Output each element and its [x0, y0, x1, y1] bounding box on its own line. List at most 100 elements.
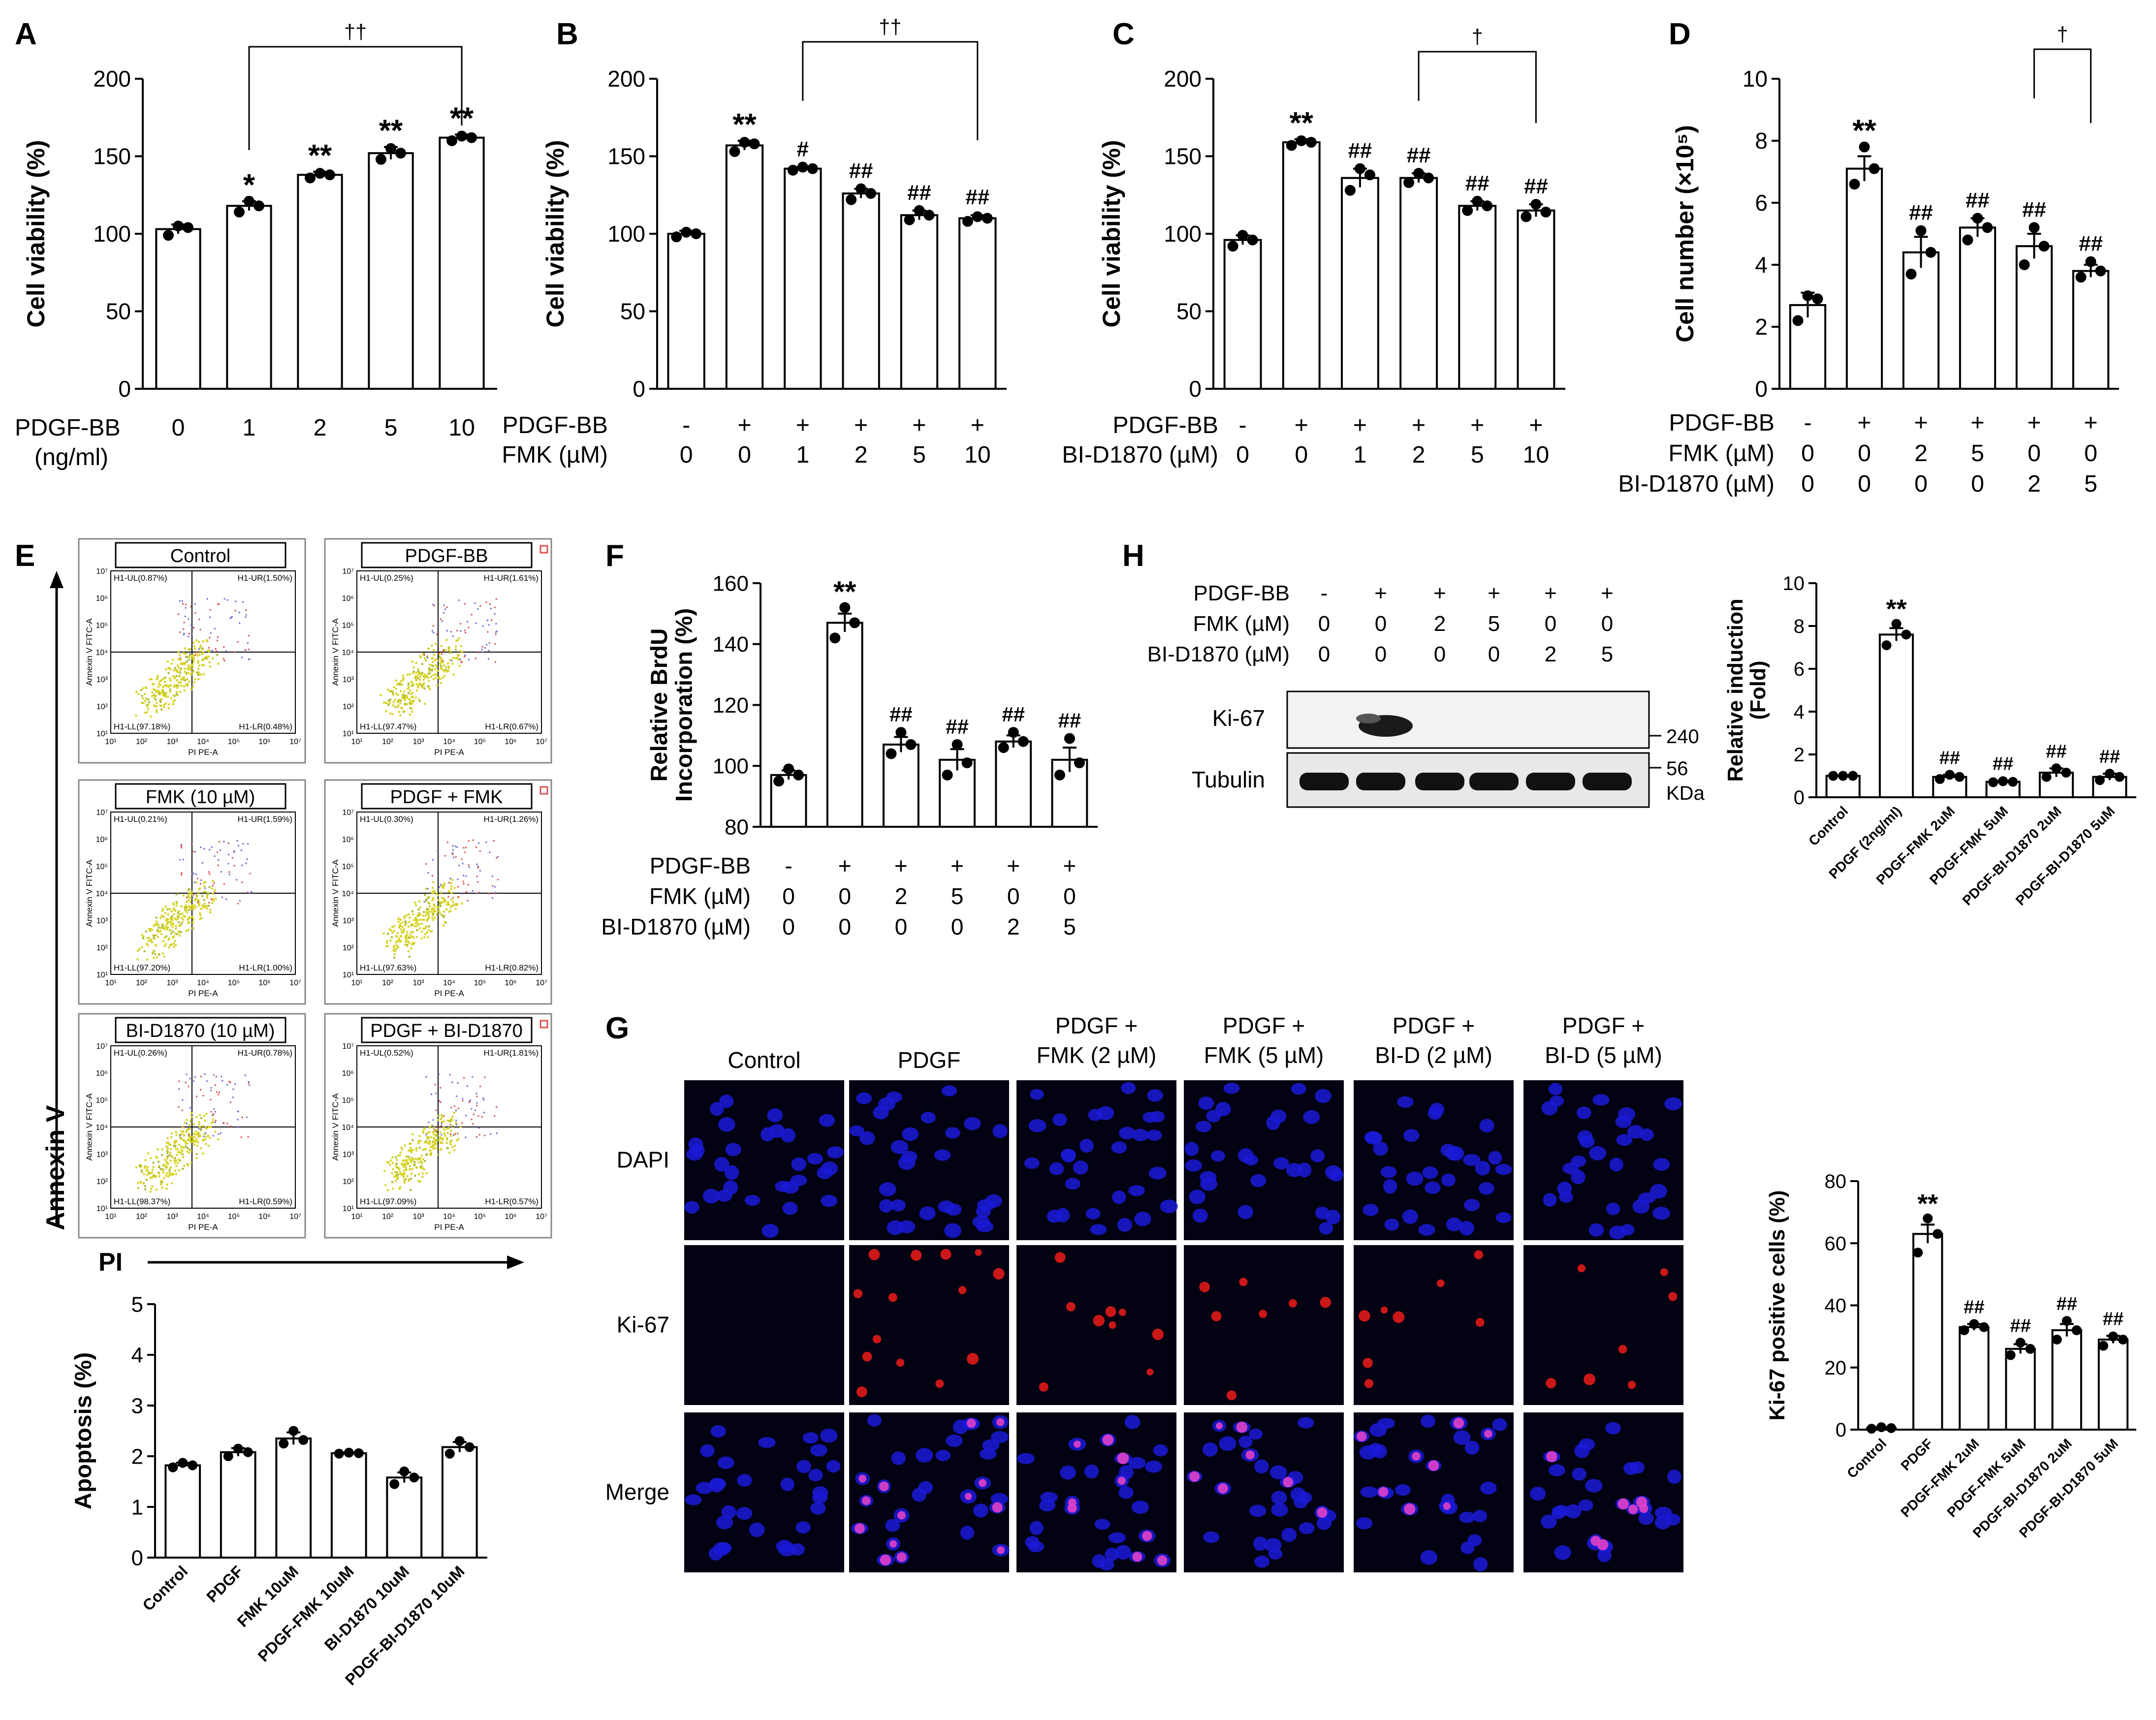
ki67-signal [1404, 1503, 1416, 1515]
condition-value: 10 [1523, 441, 1550, 468]
flow-event [396, 1178, 398, 1180]
flow-event [405, 936, 407, 938]
flow-event [427, 1137, 429, 1140]
flow-event [467, 900, 469, 902]
data-point [1423, 172, 1434, 184]
flow-event [389, 690, 391, 692]
y-axis-label: Relative induction [1724, 599, 1747, 782]
flow-event [440, 618, 442, 620]
flow-event [427, 685, 429, 688]
flow-event [180, 905, 183, 907]
condition-label: FMK (µM) [649, 883, 751, 909]
flow-event [169, 907, 171, 910]
flow-event [168, 1172, 171, 1174]
flow-event [409, 707, 412, 709]
flow-event [411, 708, 413, 710]
flow-event [476, 863, 478, 865]
flow-event [415, 689, 418, 692]
flow-event [199, 1135, 201, 1137]
flow-event [444, 608, 446, 610]
ki67-signal [879, 1481, 889, 1492]
flow-event [167, 1175, 169, 1178]
flow-event [449, 1120, 452, 1123]
flow-event [166, 923, 168, 925]
flow-event [241, 865, 243, 867]
flow-event [184, 1122, 186, 1124]
data-point [739, 137, 750, 148]
y-tick-label: 0 [1794, 787, 1805, 809]
flow-event [393, 946, 395, 949]
flow-event [248, 1081, 250, 1083]
nucleus [1319, 1222, 1333, 1235]
flow-event [209, 616, 211, 618]
flow-event [160, 1184, 162, 1186]
flow-event [162, 1177, 165, 1179]
flow-event [466, 891, 468, 893]
flow-event [444, 649, 447, 652]
nucleus [891, 1451, 906, 1465]
data-point [2019, 259, 2030, 270]
flow-event [194, 603, 196, 605]
flow-event [436, 673, 438, 676]
y-tick-label: 5 [131, 1292, 143, 1316]
flow-event [147, 937, 150, 939]
flow-event [157, 936, 159, 938]
flow-event [407, 692, 410, 694]
significance-label: ## [849, 159, 873, 183]
flow-event [428, 1142, 430, 1145]
flow-event [171, 1156, 174, 1158]
nucleus [737, 1474, 752, 1487]
flow-event [414, 696, 417, 699]
flow-event [172, 700, 175, 703]
flow-event [239, 622, 241, 624]
flow-event [157, 686, 159, 688]
flow-event [198, 654, 201, 656]
flow-event [405, 923, 407, 925]
flow-event [249, 873, 251, 875]
flow-event [403, 1170, 405, 1172]
flow-y-tick: 10² [96, 703, 108, 711]
flow-event [426, 913, 429, 916]
flow-event [399, 1171, 401, 1174]
flow-event [497, 856, 499, 858]
quadrant-lr: H1-LR(0.82%) [485, 963, 539, 972]
bar [226, 205, 272, 390]
flow-event [408, 956, 411, 958]
flow-event [189, 1138, 191, 1140]
micro-column-label: FMK (2 µM) [1037, 1042, 1157, 1068]
flow-event [163, 937, 166, 939]
flow-event [395, 1164, 397, 1166]
blot-condition-value: + [1374, 581, 1387, 605]
flow-event [409, 714, 411, 716]
flow-event [450, 1118, 452, 1120]
nucleus [1119, 1465, 1134, 1480]
flow-event [153, 925, 155, 927]
flow-event [168, 1174, 171, 1176]
nucleus [791, 1157, 807, 1171]
nucleus [1160, 1199, 1178, 1214]
flow-event [449, 1143, 452, 1146]
bracket-label: †† [879, 16, 901, 38]
nucleus [725, 1143, 741, 1157]
ki67-signal [1618, 1345, 1627, 1354]
data-point [1915, 225, 1927, 236]
flow-event [203, 881, 205, 884]
data-point [1881, 640, 1892, 651]
flow-event [175, 893, 178, 896]
nucleus [810, 1444, 827, 1457]
flow-event [415, 1147, 417, 1150]
flow-event [151, 691, 154, 694]
flow-event [200, 917, 203, 919]
nucleus [1146, 1129, 1162, 1141]
flow-event [190, 1119, 192, 1122]
significance-label: ## [1993, 754, 2013, 775]
flow-event [476, 1095, 478, 1097]
nucleus [1269, 1465, 1287, 1479]
nucleus [1237, 1205, 1253, 1220]
flow-event [163, 691, 165, 694]
bar [1912, 1233, 1943, 1431]
flow-event [172, 1172, 175, 1175]
nucleus [1049, 1162, 1064, 1175]
ki67-signal [1443, 1502, 1451, 1510]
flow-event [209, 609, 211, 611]
